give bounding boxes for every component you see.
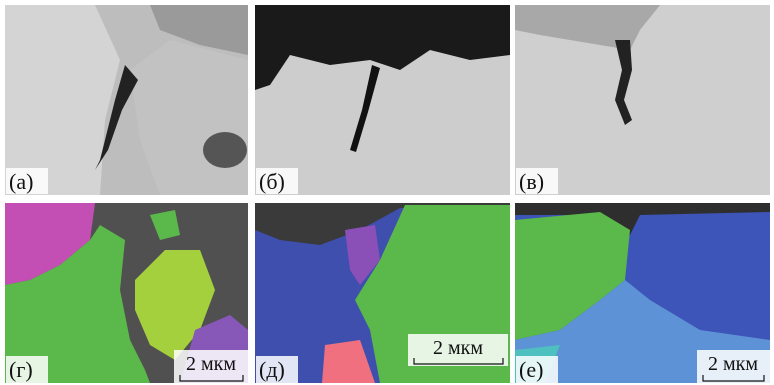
scale-label: 2 мкм bbox=[433, 337, 483, 359]
panel-label: (г) bbox=[9, 357, 33, 382]
panel-label: (д) bbox=[259, 357, 285, 382]
panel-b bbox=[255, 5, 510, 195]
panel-label: (в) bbox=[519, 169, 544, 194]
figure: (а) (б) (в) (г) (д) (е) 2 мкм 2 мкм 2 мк… bbox=[0, 0, 774, 385]
panel-c bbox=[515, 5, 770, 195]
panel-label: (а) bbox=[9, 169, 33, 194]
scale-label: 2 мкм bbox=[186, 353, 236, 375]
panel-label: (е) bbox=[519, 357, 543, 382]
inclusion bbox=[203, 132, 247, 168]
panel-a bbox=[5, 5, 248, 195]
scale-label: 2 мкм bbox=[708, 353, 758, 375]
panel-label: (б) bbox=[259, 169, 285, 194]
